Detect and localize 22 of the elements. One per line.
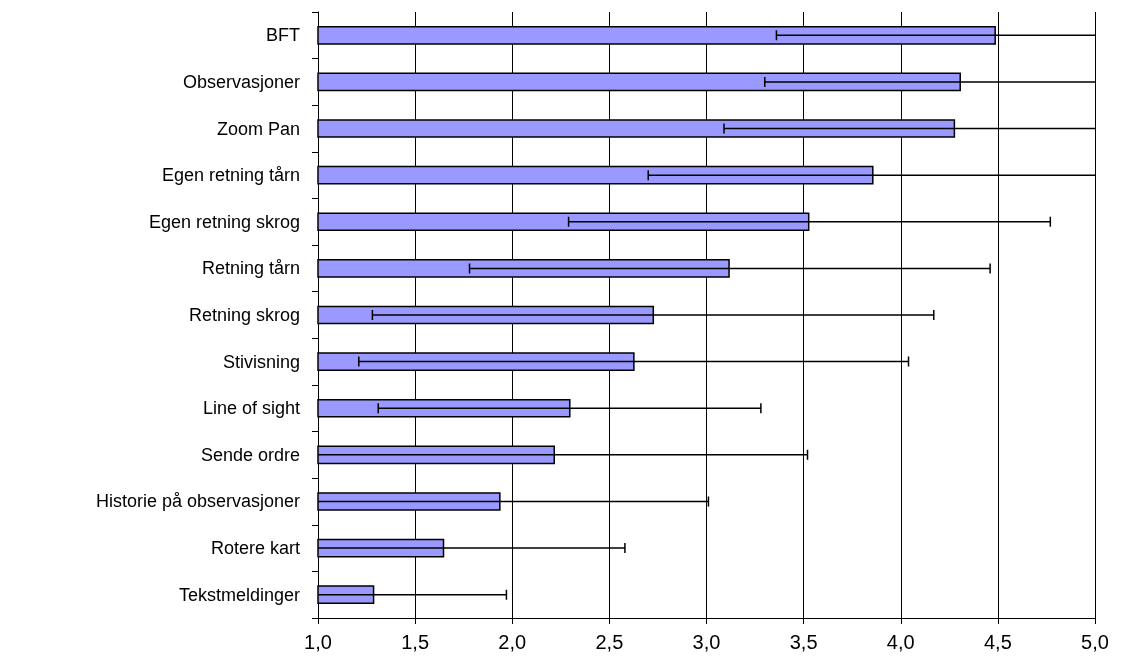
y-tick-label: Egen retning tårn	[161, 165, 300, 186]
x-tick-label: 5,0	[1081, 631, 1109, 653]
x-tick-label: 4,5	[983, 631, 1012, 653]
y-tick-label: Retning tårn	[201, 258, 300, 279]
x-tick-label: 3,5	[789, 631, 818, 653]
x-tick-label: 2,5	[595, 631, 624, 653]
x-tick-label: 3,0	[692, 631, 721, 653]
y-tick-label: Line of sight	[202, 398, 300, 419]
y-tick-label: BFT	[266, 25, 300, 46]
y-tick-label: Observasjoner	[182, 71, 300, 92]
x-tick-label: 1,5	[401, 631, 430, 653]
y-tick-label: Egen retning skrog	[148, 211, 300, 232]
y-tick-label: Tekstmeldinger	[178, 584, 300, 605]
y-tick-label: Stivisning	[222, 351, 300, 372]
y-tick-label: Rotere kart	[210, 538, 300, 559]
y-tick-label: Historie på observasjoner	[95, 491, 300, 512]
y-tick-label: Retning skrog	[188, 305, 300, 325]
x-tick-label: 4,0	[886, 631, 915, 653]
y-tick-label: Sende ordre	[200, 444, 300, 465]
y-tick-label: Zoom Pan	[216, 118, 300, 139]
x-tick-label: 1,0	[304, 631, 332, 653]
x-tick-label: 2,0	[498, 631, 527, 653]
